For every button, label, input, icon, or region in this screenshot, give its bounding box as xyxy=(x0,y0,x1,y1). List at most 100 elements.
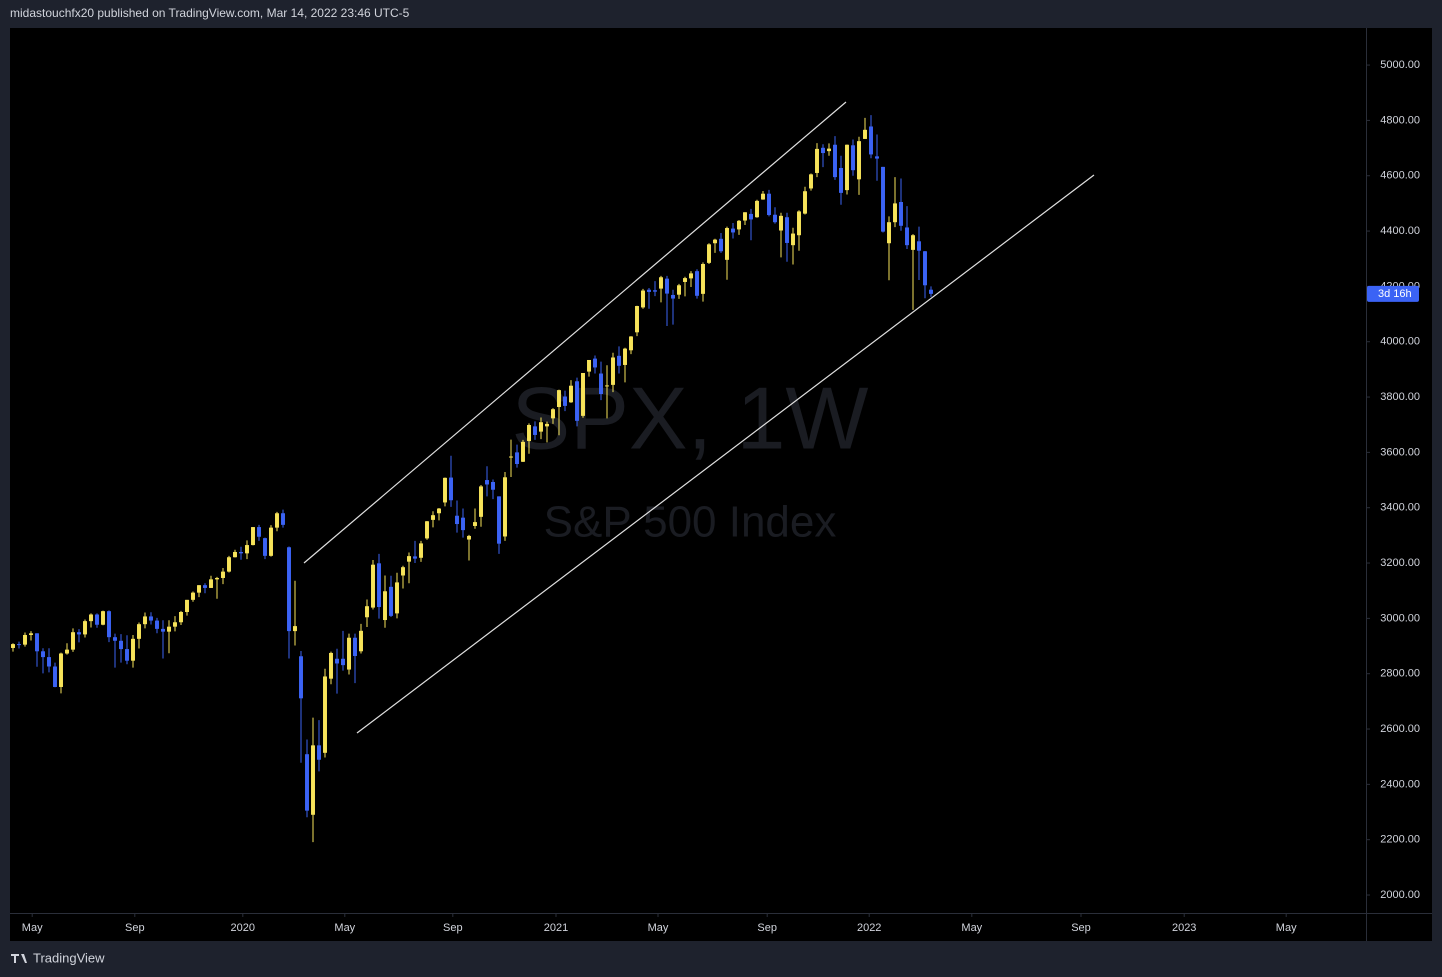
candle-body xyxy=(833,144,837,178)
candle-body xyxy=(167,626,171,632)
candle-body xyxy=(113,637,117,641)
candle-body xyxy=(377,563,381,608)
header-text: midastouchfx20 published on TradingView.… xyxy=(10,6,410,20)
candle-body xyxy=(599,373,603,395)
candle-body xyxy=(503,477,507,537)
candle-body xyxy=(365,606,369,618)
y-tick-label: 4800.00 xyxy=(1380,114,1420,126)
candle-body xyxy=(917,241,921,251)
candle-body xyxy=(773,214,777,223)
candle-body xyxy=(95,614,99,625)
candle-body xyxy=(77,632,81,635)
watermark-symbol: SPX, 1W xyxy=(512,368,869,467)
candle-body xyxy=(269,527,273,556)
x-tick-label: May xyxy=(648,922,669,934)
candle-body xyxy=(809,174,813,189)
candle-body xyxy=(53,666,57,687)
candle-body xyxy=(227,557,231,572)
candle-body xyxy=(653,290,657,292)
candle-body xyxy=(197,585,201,593)
candle-body xyxy=(317,745,321,760)
candle-body xyxy=(341,658,345,666)
candle-body xyxy=(371,564,375,608)
candle-body xyxy=(803,191,807,214)
x-tick-label: May xyxy=(961,922,982,934)
candle-body xyxy=(467,535,471,540)
candle-body xyxy=(71,632,75,650)
candle-body xyxy=(695,271,699,296)
y-tick-label: 3400.00 xyxy=(1380,502,1420,514)
candle-body xyxy=(383,591,387,621)
x-tick-label: 2020 xyxy=(231,922,255,934)
candle-body xyxy=(641,290,645,308)
candle-body xyxy=(419,543,423,558)
candle-body xyxy=(767,193,771,216)
candle-body xyxy=(359,630,363,652)
candle-body xyxy=(551,409,555,419)
candle-body xyxy=(707,244,711,263)
candle-body xyxy=(509,456,513,458)
candle-body xyxy=(179,612,183,623)
candle-body xyxy=(779,215,783,231)
candle-body xyxy=(293,626,297,632)
candle-body xyxy=(875,156,879,159)
candle-body xyxy=(593,358,597,368)
candle-body xyxy=(857,141,861,180)
candle-body xyxy=(347,637,351,670)
y-tick-label: 4600.00 xyxy=(1380,170,1420,182)
candle-body xyxy=(749,213,753,220)
candle-body xyxy=(719,238,723,252)
candle-body xyxy=(485,480,489,485)
candle-body xyxy=(575,381,579,421)
x-tick-label: May xyxy=(22,922,43,934)
candle-body xyxy=(251,527,255,546)
candle-body xyxy=(905,227,909,246)
candle-body xyxy=(845,144,849,191)
candle-body xyxy=(443,477,447,503)
candle-body xyxy=(83,621,87,635)
candle-body xyxy=(479,486,483,517)
watermark-name: S&P 500 Index xyxy=(544,498,837,547)
candle-body xyxy=(35,633,39,652)
countdown-label: 3d 16h xyxy=(1378,288,1412,300)
candle-body xyxy=(161,628,165,632)
last-price-box xyxy=(1367,285,1419,302)
candle-body xyxy=(911,235,915,250)
candle-body xyxy=(761,193,765,200)
candles xyxy=(11,115,933,843)
candle-body xyxy=(353,637,357,656)
candle-body xyxy=(863,129,867,139)
x-tick-label: 2021 xyxy=(544,922,568,934)
candle-body xyxy=(569,385,573,403)
candle-body xyxy=(611,357,615,385)
candle-body xyxy=(47,657,51,667)
candle-body xyxy=(491,481,495,490)
candle-body xyxy=(629,336,633,351)
candle-body xyxy=(143,616,147,625)
candle-body xyxy=(29,633,33,635)
candle-body xyxy=(533,426,537,435)
price-axis xyxy=(1366,28,1432,913)
candle-body xyxy=(407,556,411,562)
candle-body xyxy=(395,582,399,614)
candle-body xyxy=(785,217,789,243)
candle-body xyxy=(743,212,747,221)
candle-body xyxy=(725,228,729,260)
candle-body xyxy=(401,567,405,576)
trend-line xyxy=(303,101,847,564)
candle-body xyxy=(311,745,315,815)
candle-body xyxy=(557,390,561,408)
candle-body xyxy=(101,611,105,625)
candle-body xyxy=(299,656,303,699)
candle-body xyxy=(923,251,927,286)
candle-body xyxy=(821,147,825,154)
x-tick-label: Sep xyxy=(757,922,777,934)
candle-body xyxy=(737,220,741,230)
candle-body xyxy=(281,513,285,525)
candle-body xyxy=(59,653,63,687)
candle-body xyxy=(683,278,687,282)
candle-body xyxy=(431,515,435,520)
candle-body xyxy=(827,148,831,152)
x-tick-label: Sep xyxy=(1071,922,1091,934)
candle-body xyxy=(605,385,609,387)
